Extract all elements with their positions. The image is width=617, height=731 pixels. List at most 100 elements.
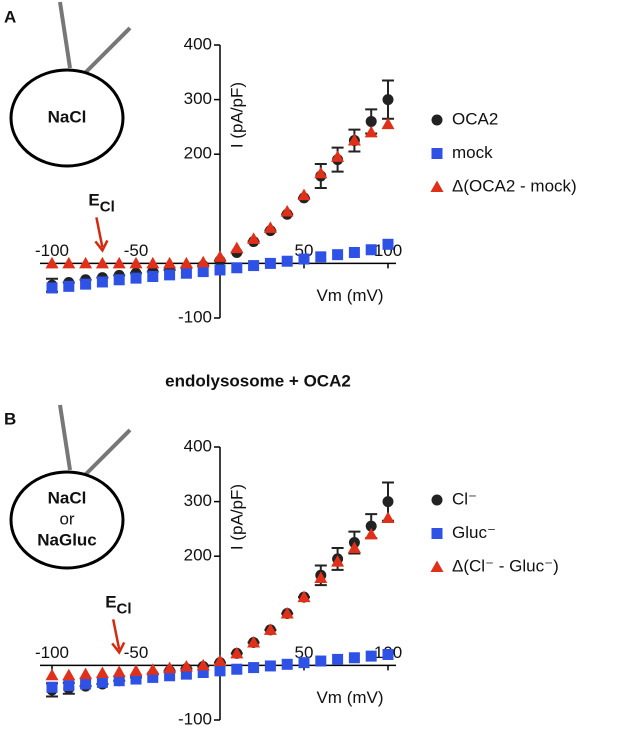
legend-label: Cl⁻: [452, 489, 477, 508]
point: [365, 115, 377, 127]
point: [96, 676, 108, 688]
legend-marker: [431, 148, 443, 159]
y-axis-label: I (pA/pF): [227, 484, 246, 550]
annotation: ECl: [105, 593, 131, 617]
point: [146, 256, 160, 269]
legend-label: Gluc⁻: [452, 523, 496, 542]
point: [331, 555, 345, 567]
point: [382, 648, 394, 660]
point: [281, 658, 293, 670]
point: [230, 646, 244, 659]
y-tick-label: 200: [184, 144, 212, 163]
point: [46, 282, 58, 294]
legend-marker: [431, 114, 443, 126]
point: [113, 274, 125, 286]
cell: [9, 68, 125, 168]
point: [248, 260, 260, 272]
point: [314, 571, 328, 584]
x-axis-label: Vm (mV): [316, 286, 383, 305]
point: [347, 541, 361, 554]
point: [297, 590, 311, 603]
point: [230, 241, 244, 254]
point: [264, 660, 276, 672]
point: [364, 125, 378, 138]
legend-marker: [430, 560, 444, 572]
y-tick-label: 300: [184, 491, 212, 510]
point: [280, 607, 294, 619]
point: [80, 678, 92, 690]
legend-label: Δ(Cl⁻ - Gluc⁻): [452, 556, 559, 575]
annotation-arrow: [111, 619, 126, 655]
point: [196, 255, 210, 268]
legend-marker: [431, 528, 443, 539]
cell-label: or: [59, 509, 74, 528]
point: [381, 117, 395, 130]
point: [179, 256, 193, 269]
point: [298, 253, 310, 265]
point: [197, 266, 209, 278]
x-tick-label: -100: [35, 643, 69, 662]
point: [79, 256, 93, 269]
point: [280, 205, 294, 217]
point: [196, 658, 210, 671]
point: [332, 653, 344, 665]
cell-b: [9, 404, 132, 570]
point: [264, 257, 276, 269]
x-tick-label: -100: [35, 241, 69, 260]
point: [263, 221, 277, 233]
point: [247, 232, 261, 244]
point: [382, 94, 394, 106]
annotation-text: E: [88, 191, 99, 210]
y-axis-label: I (pA/pF): [227, 82, 246, 148]
x-tick-label: 100: [374, 241, 402, 260]
cell-label: NaCl: [48, 107, 87, 126]
point: [164, 269, 176, 281]
cell: [9, 470, 125, 570]
pipette: [58, 404, 72, 471]
point: [130, 272, 142, 284]
point: [364, 527, 378, 540]
point: [365, 520, 377, 532]
x-tick-label: -50: [124, 643, 149, 662]
point: [113, 675, 125, 687]
annotation: ECl: [88, 191, 114, 215]
point: [214, 264, 226, 276]
point: [297, 188, 311, 201]
point: [382, 496, 394, 508]
legend-label: mock: [452, 143, 493, 162]
x-tick-label: 50: [295, 643, 314, 662]
point: [163, 661, 177, 674]
point: [62, 668, 76, 681]
annotation-arrow: [94, 217, 109, 253]
cell-a: [9, 1, 132, 168]
point: [263, 623, 277, 635]
point: [146, 663, 160, 675]
point: [197, 666, 209, 678]
point: [129, 256, 143, 269]
point: [231, 663, 243, 675]
point: [129, 664, 143, 676]
point: [180, 668, 192, 680]
point: [45, 668, 59, 681]
point: [247, 635, 261, 648]
point: [45, 256, 59, 269]
point: [180, 267, 192, 279]
point: [365, 244, 377, 256]
point: [164, 670, 176, 682]
point: [315, 251, 327, 263]
point: [231, 262, 243, 274]
legend-marker: [431, 494, 443, 506]
point: [179, 659, 193, 672]
y-tick-label: -100: [178, 307, 212, 326]
point: [382, 238, 394, 250]
y-tick-label: 400: [184, 34, 212, 53]
point: [163, 256, 177, 269]
panel-label: A: [4, 7, 16, 26]
point: [95, 666, 109, 679]
point: [63, 280, 75, 292]
point: [213, 250, 227, 262]
point: [112, 665, 126, 677]
point: [130, 673, 142, 685]
point: [80, 278, 92, 290]
